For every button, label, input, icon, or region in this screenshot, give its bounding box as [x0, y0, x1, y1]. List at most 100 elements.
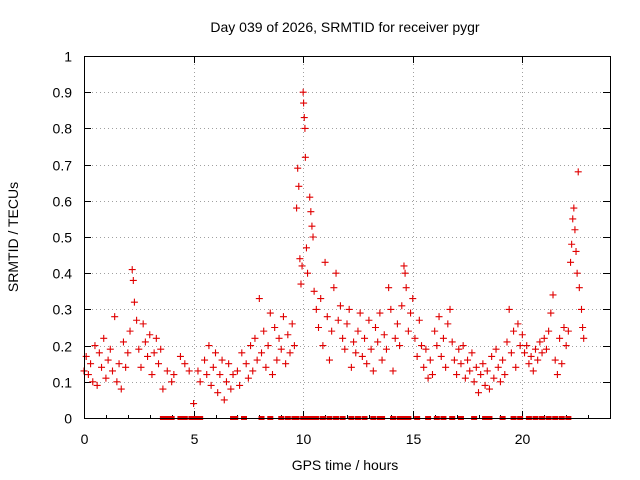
- data-point: [98, 363, 106, 371]
- data-point: [229, 371, 237, 379]
- data-point: [100, 334, 108, 342]
- data-point: [418, 342, 426, 350]
- data-point: [568, 240, 576, 248]
- data-point: [297, 280, 305, 288]
- data-point: [144, 352, 152, 360]
- data-point: [135, 345, 143, 353]
- data-point: [401, 269, 409, 277]
- data-point: [306, 193, 314, 201]
- data-point: [475, 389, 482, 397]
- data-point: [119, 338, 127, 346]
- data-point: [350, 338, 358, 346]
- data-point: [385, 284, 393, 292]
- data-point: [461, 374, 469, 382]
- data-point: [514, 320, 522, 328]
- data-point: [266, 309, 274, 317]
- data-point: [141, 338, 149, 346]
- data-point: [296, 255, 304, 263]
- data-point: [477, 371, 485, 379]
- data-point: [488, 352, 496, 360]
- data-point: [422, 345, 430, 353]
- data-point: [578, 305, 586, 313]
- data-point: [268, 371, 276, 379]
- data-point: [352, 349, 360, 357]
- plot-frame: [84, 56, 611, 419]
- y-tick-label: 1: [64, 49, 72, 65]
- data-point: [521, 349, 529, 357]
- data-point: [442, 363, 450, 371]
- data-point: [356, 309, 364, 317]
- data-point: [415, 316, 423, 324]
- y-tick-label: 0.5: [53, 230, 73, 246]
- data-point: [485, 385, 493, 393]
- data-point: [470, 378, 478, 386]
- data-point: [341, 345, 349, 353]
- data-point: [212, 349, 219, 357]
- data-point: [260, 327, 268, 335]
- data-point: [302, 244, 310, 252]
- data-point: [332, 269, 340, 277]
- data-point: [82, 352, 90, 360]
- data-point: [407, 309, 415, 317]
- data-point: [104, 356, 112, 364]
- data-point: [218, 356, 226, 364]
- data-point: [294, 164, 302, 172]
- data-point: [122, 363, 130, 371]
- data-point: [538, 349, 546, 357]
- data-point: [203, 371, 211, 379]
- chart-title: Day 039 of 2026, SRMTID for receiver pyg…: [210, 19, 480, 35]
- data-point: [402, 284, 410, 292]
- x-tick-label: 20: [515, 431, 531, 447]
- x-axis-label: GPS time / hours: [292, 457, 399, 473]
- data-point: [547, 309, 555, 317]
- data-point: [309, 233, 317, 241]
- data-point: [481, 381, 489, 389]
- data-point: [84, 371, 92, 379]
- data-point: [507, 349, 515, 357]
- data-point: [308, 222, 316, 230]
- data-point: [91, 342, 99, 350]
- data-point: [290, 342, 298, 350]
- data-point: [448, 338, 456, 346]
- data-point: [95, 349, 103, 357]
- data-point: [404, 327, 412, 335]
- data-point: [529, 367, 537, 375]
- data-point: [459, 342, 467, 350]
- y-tick-label: 0.3: [53, 302, 73, 318]
- data-point: [562, 342, 570, 350]
- data-point: [258, 349, 266, 357]
- data-point: [163, 367, 171, 375]
- data-point: [536, 338, 544, 346]
- data-point: [207, 381, 215, 389]
- data-point: [148, 371, 156, 379]
- y-tick-label: 0.9: [53, 85, 73, 101]
- data-point: [435, 313, 443, 321]
- data-point: [523, 342, 531, 350]
- data-point: [378, 356, 386, 364]
- data-point: [380, 331, 388, 339]
- data-point: [339, 334, 347, 342]
- data-point: [323, 313, 331, 321]
- data-point: [483, 367, 491, 375]
- data-point: [295, 182, 303, 190]
- data-point: [262, 363, 270, 371]
- x-tick-label: 15: [406, 431, 422, 447]
- x-tick-label: 10: [296, 431, 312, 447]
- data-point: [225, 360, 233, 368]
- data-point: [512, 363, 520, 371]
- data-point: [490, 374, 498, 382]
- data-point: [573, 269, 581, 277]
- data-point: [242, 360, 250, 368]
- x-tick-label: 5: [191, 431, 199, 447]
- data-point: [413, 352, 421, 360]
- data-point: [570, 204, 578, 212]
- data-point: [317, 295, 325, 303]
- data-point: [450, 356, 458, 364]
- data-point: [505, 305, 513, 313]
- data-points: [80, 88, 588, 408]
- data-point: [244, 374, 252, 382]
- data-point: [128, 266, 136, 274]
- data-point: [277, 345, 285, 353]
- data-point: [336, 302, 344, 310]
